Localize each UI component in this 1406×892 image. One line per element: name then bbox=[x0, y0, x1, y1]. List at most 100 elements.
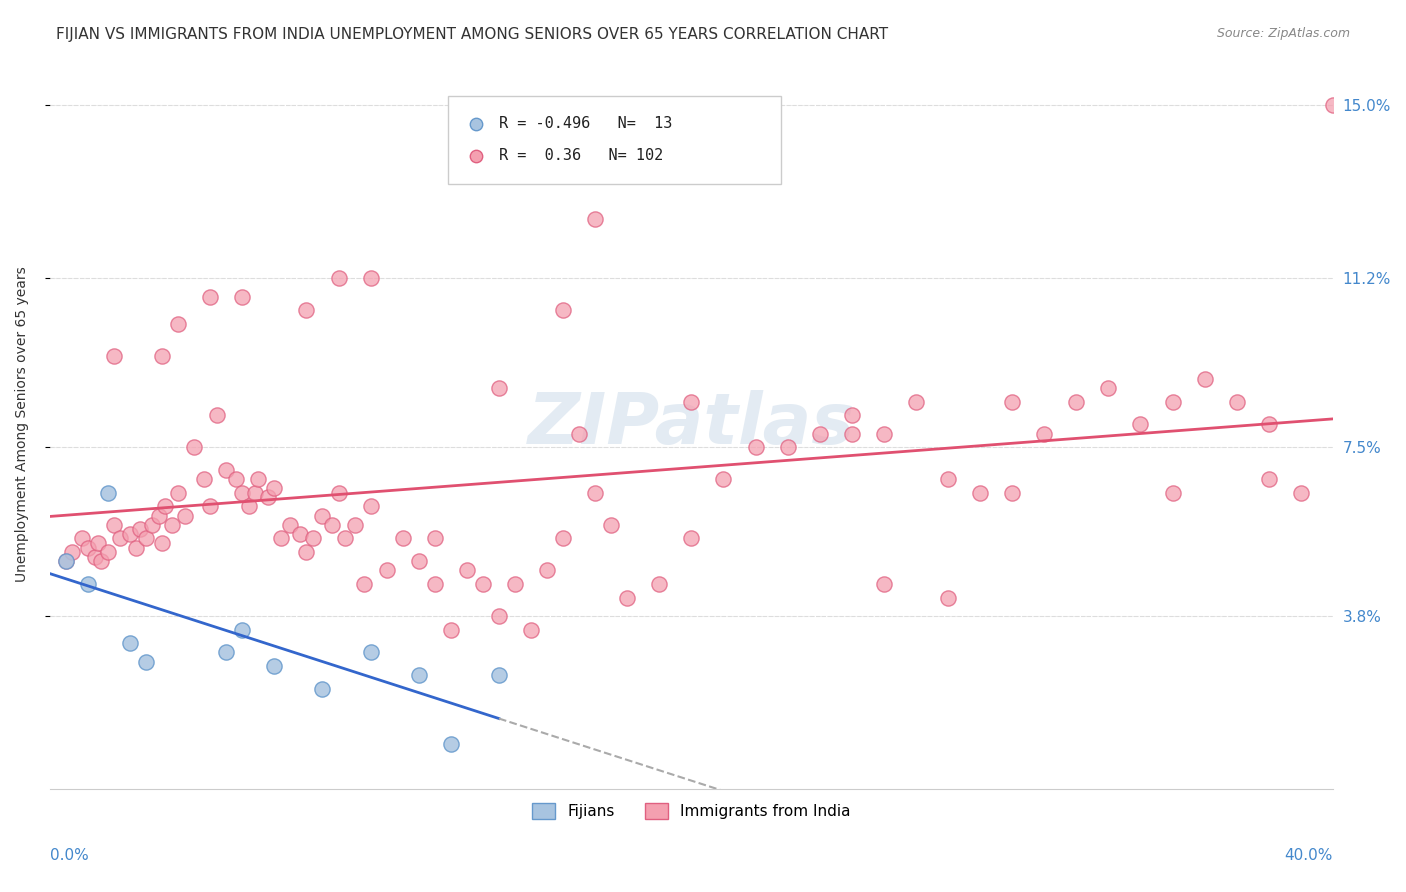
Point bbox=[360, 500, 382, 514]
Point bbox=[321, 517, 343, 532]
Point bbox=[520, 623, 543, 637]
Text: R = -0.496   N=  13: R = -0.496 N= 13 bbox=[499, 116, 672, 131]
Point bbox=[148, 508, 170, 523]
Point bbox=[70, 532, 93, 546]
Point bbox=[280, 517, 302, 532]
Point bbox=[681, 532, 703, 546]
Point bbox=[969, 485, 991, 500]
Point bbox=[1194, 372, 1216, 386]
Point bbox=[328, 485, 350, 500]
Point bbox=[1161, 485, 1184, 500]
Point bbox=[110, 532, 132, 546]
Point bbox=[118, 526, 141, 541]
Point bbox=[150, 536, 173, 550]
Point bbox=[488, 381, 510, 395]
Point bbox=[471, 577, 494, 591]
Point bbox=[1001, 485, 1024, 500]
Point bbox=[1001, 394, 1024, 409]
Point bbox=[141, 517, 163, 532]
Point bbox=[311, 681, 333, 696]
Point bbox=[311, 508, 333, 523]
Point bbox=[713, 472, 735, 486]
Point bbox=[488, 668, 510, 682]
Point bbox=[1129, 417, 1152, 432]
Text: 0.0%: 0.0% bbox=[49, 847, 89, 863]
Point bbox=[215, 645, 238, 659]
Point bbox=[295, 545, 318, 559]
Point bbox=[841, 426, 863, 441]
Point bbox=[360, 271, 382, 285]
Point bbox=[167, 317, 190, 331]
FancyBboxPatch shape bbox=[447, 96, 782, 184]
Point bbox=[270, 532, 292, 546]
Point bbox=[150, 349, 173, 363]
Point bbox=[295, 303, 318, 318]
Point bbox=[681, 394, 703, 409]
Point bbox=[488, 609, 510, 624]
Point bbox=[440, 623, 463, 637]
Point bbox=[328, 271, 350, 285]
Point bbox=[247, 472, 270, 486]
Point bbox=[936, 472, 959, 486]
Point bbox=[776, 440, 799, 454]
Point bbox=[231, 290, 253, 304]
Point bbox=[135, 532, 157, 546]
Point bbox=[583, 212, 606, 227]
Point bbox=[648, 577, 671, 591]
Point bbox=[167, 485, 190, 500]
Point bbox=[423, 532, 446, 546]
Y-axis label: Unemployment Among Seniors over 65 years: Unemployment Among Seniors over 65 years bbox=[15, 267, 30, 582]
Point bbox=[97, 485, 120, 500]
Point bbox=[873, 426, 896, 441]
Point bbox=[135, 655, 157, 669]
Point bbox=[257, 491, 280, 505]
Point bbox=[83, 549, 105, 564]
Point bbox=[155, 500, 177, 514]
Point bbox=[375, 563, 398, 577]
Point bbox=[1161, 394, 1184, 409]
Point bbox=[205, 409, 228, 423]
Point bbox=[1257, 472, 1279, 486]
Point bbox=[193, 472, 215, 486]
Point bbox=[200, 500, 222, 514]
Text: ZIPatlas: ZIPatlas bbox=[527, 390, 855, 458]
Point bbox=[238, 500, 260, 514]
Point bbox=[77, 577, 100, 591]
Point bbox=[87, 536, 110, 550]
Point bbox=[600, 517, 623, 532]
Point bbox=[49, 740, 72, 755]
Point bbox=[353, 577, 375, 591]
Point bbox=[225, 472, 247, 486]
Point bbox=[263, 481, 285, 495]
Text: R =  0.36   N= 102: R = 0.36 N= 102 bbox=[499, 148, 664, 163]
Point bbox=[551, 303, 574, 318]
Point bbox=[841, 409, 863, 423]
Point bbox=[1257, 417, 1279, 432]
Point bbox=[616, 591, 638, 605]
Point bbox=[215, 463, 238, 477]
Point bbox=[55, 554, 77, 568]
Point bbox=[200, 290, 222, 304]
Point bbox=[77, 541, 100, 555]
Point bbox=[583, 485, 606, 500]
Point bbox=[744, 440, 766, 454]
Point bbox=[551, 532, 574, 546]
Text: FIJIAN VS IMMIGRANTS FROM INDIA UNEMPLOYMENT AMONG SENIORS OVER 65 YEARS CORRELA: FIJIAN VS IMMIGRANTS FROM INDIA UNEMPLOY… bbox=[56, 27, 889, 42]
Point bbox=[183, 440, 205, 454]
Point bbox=[173, 508, 195, 523]
Point bbox=[1289, 485, 1312, 500]
Text: Source: ZipAtlas.com: Source: ZipAtlas.com bbox=[1216, 27, 1350, 40]
Point bbox=[231, 623, 253, 637]
Point bbox=[1322, 98, 1344, 112]
Point bbox=[408, 668, 430, 682]
Point bbox=[440, 737, 463, 751]
Point bbox=[125, 541, 148, 555]
Point bbox=[118, 636, 141, 650]
Point bbox=[904, 394, 927, 409]
Point bbox=[1226, 394, 1249, 409]
Point bbox=[263, 659, 285, 673]
Point bbox=[128, 522, 150, 536]
Point bbox=[536, 563, 558, 577]
Point bbox=[103, 517, 125, 532]
Point bbox=[423, 577, 446, 591]
